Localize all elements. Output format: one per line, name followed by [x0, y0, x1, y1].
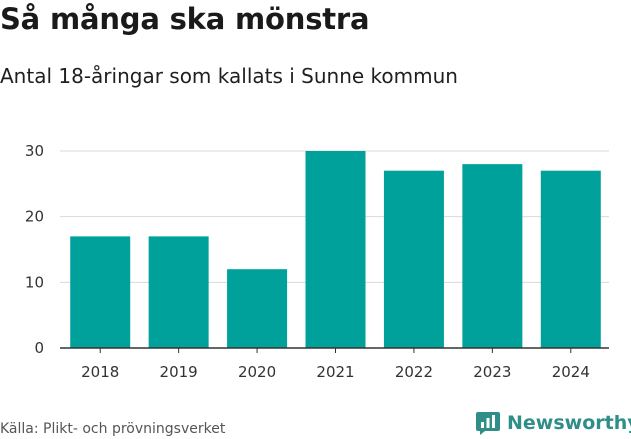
x-tick-label: 2023	[473, 363, 511, 381]
bar	[540, 170, 601, 348]
newsworthy-logo: Newsworthy	[475, 407, 631, 439]
y-tick-label: 0	[34, 339, 44, 357]
y-tick-label: 30	[25, 142, 44, 160]
bar-chart-speech-bubble-icon	[476, 412, 500, 435]
bar	[148, 236, 209, 348]
bar	[305, 151, 366, 348]
x-tick-label: 2022	[395, 363, 433, 381]
x-tick-label: 2019	[160, 363, 198, 381]
chart-title: Så många ska mönstra	[0, 2, 370, 36]
y-tick-label: 20	[25, 208, 44, 226]
bar	[383, 170, 444, 348]
x-tick-label: 2020	[238, 363, 276, 381]
chart-subtitle: Antal 18-åringar som kallats i Sunne kom…	[0, 64, 458, 88]
x-tick-label: 2018	[81, 363, 119, 381]
x-tick-label: 2024	[552, 363, 590, 381]
brand-name: Newsworthy	[507, 412, 631, 434]
x-tick-label: 2021	[316, 363, 354, 381]
source-note: Källa: Plikt- och prövningsverket	[0, 421, 226, 437]
y-tick-label: 10	[25, 273, 44, 291]
bar	[462, 164, 523, 348]
bar	[227, 269, 288, 348]
bar	[70, 236, 131, 348]
